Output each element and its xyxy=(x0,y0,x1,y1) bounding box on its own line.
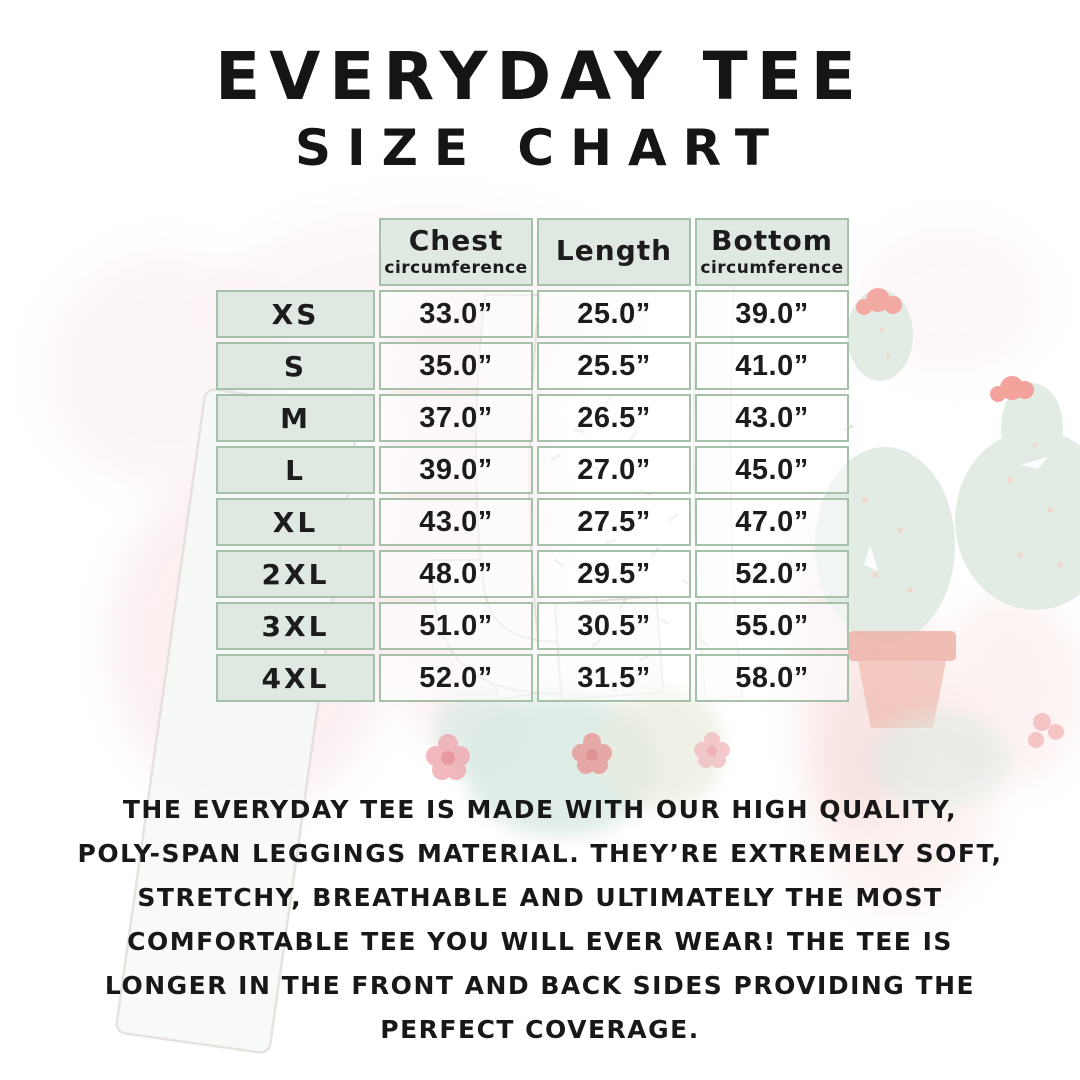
description-line: THE EVERYDAY TEE IS MADE WITH OUR HIGH Q… xyxy=(122,795,958,824)
page-title: EVERYDAY TEE xyxy=(215,38,865,115)
header-chest: Chest circumference xyxy=(379,218,533,286)
column-label: Chest xyxy=(408,224,504,258)
bottom-value: 43.0” xyxy=(695,394,849,442)
table-row: L 39.0” 27.0” 45.0” xyxy=(216,446,849,494)
description-line: PERFECT COVERAGE. xyxy=(380,1015,700,1044)
column-label: Bottom xyxy=(711,224,833,258)
pink-flower xyxy=(426,734,470,780)
size-label: 4XL xyxy=(216,654,375,702)
size-label: XS xyxy=(216,290,375,338)
chest-value: 35.0” xyxy=(379,342,533,390)
bottom-value: 45.0” xyxy=(695,446,849,494)
length-value: 31.5” xyxy=(537,654,691,702)
chest-value: 37.0” xyxy=(379,394,533,442)
length-value: 25.5” xyxy=(537,342,691,390)
table-row: M 37.0” 26.5” 43.0” xyxy=(216,394,849,442)
description-line: STRETCHY, BREATHABLE AND ULTIMATELY THE … xyxy=(137,883,943,912)
title-block: EVERYDAY TEE SIZE CHART xyxy=(0,38,1080,178)
chest-value: 51.0” xyxy=(379,602,533,650)
column-sublabel: circumference xyxy=(384,258,528,279)
bottom-value: 39.0” xyxy=(695,290,849,338)
table-row: 2XL 48.0” 29.5” 52.0” xyxy=(216,550,849,598)
length-value: 26.5” xyxy=(537,394,691,442)
pink-flower-small xyxy=(694,732,730,768)
bottom-right-petals xyxy=(1028,713,1064,748)
header-bottom: Bottom circumference xyxy=(695,218,849,286)
length-value: 29.5” xyxy=(537,550,691,598)
size-label: XL xyxy=(216,498,375,546)
page-subtitle: SIZE CHART xyxy=(294,119,786,178)
size-label: M xyxy=(216,394,375,442)
column-label: Length xyxy=(555,233,673,267)
cactus-flower-right xyxy=(990,376,1034,402)
chest-value: 33.0” xyxy=(379,290,533,338)
description-line: POLY-SPAN LEGGINGS MATERIAL. THEY’RE EXT… xyxy=(77,839,1003,868)
size-chart-table-body: XS 33.0” 25.0” 39.0” S 35.0” 25.5” 41.0” M 37.0” 2… xyxy=(216,290,849,702)
size-label: 2XL xyxy=(216,550,375,598)
chest-value: 52.0” xyxy=(379,654,533,702)
chest-value: 43.0” xyxy=(379,498,533,546)
size-label: L xyxy=(216,446,375,494)
cactus-pot xyxy=(848,631,956,728)
length-value: 25.0” xyxy=(537,290,691,338)
description-line: LONGER IN THE FRONT AND BACK SIDES PROVI… xyxy=(104,971,976,1000)
header-empty-cell xyxy=(216,218,375,286)
chest-value: 48.0” xyxy=(379,550,533,598)
column-sublabel: circumference xyxy=(700,258,844,279)
chest-value: 39.0” xyxy=(379,446,533,494)
header-row: Chest circumference Length Bottom circum… xyxy=(216,218,849,286)
size-label: S xyxy=(216,342,375,390)
cactus-illustration xyxy=(815,288,1080,728)
bottom-value: 58.0” xyxy=(695,654,849,702)
red-flower xyxy=(572,733,612,774)
table-row: 4XL 52.0” 31.5” 58.0” xyxy=(216,654,849,702)
size-chart: Chest circumference Length Bottom circum… xyxy=(212,214,853,706)
bottom-value: 47.0” xyxy=(695,498,849,546)
bottom-value: 55.0” xyxy=(695,602,849,650)
size-label: 3XL xyxy=(216,602,375,650)
table-row: XL 43.0” 27.5” 47.0” xyxy=(216,498,849,546)
length-value: 27.0” xyxy=(537,446,691,494)
bottom-value: 41.0” xyxy=(695,342,849,390)
size-chart-table: Chest circumference Length Bottom circum… xyxy=(212,214,853,706)
table-row: 3XL 51.0” 30.5” 55.0” xyxy=(216,602,849,650)
description-line: COMFORTABLE TEE YOU WILL EVER WEAR! THE … xyxy=(127,927,953,956)
bottom-value: 52.0” xyxy=(695,550,849,598)
table-row: XS 33.0” 25.0” 39.0” xyxy=(216,290,849,338)
description-text: THE EVERYDAY TEE IS MADE WITH OUR HIGH Q… xyxy=(0,788,1080,1052)
table-row: S 35.0” 25.5” 41.0” xyxy=(216,342,849,390)
header-length: Length xyxy=(537,218,691,286)
length-value: 27.5” xyxy=(537,498,691,546)
length-value: 30.5” xyxy=(537,602,691,650)
cactus-flower-left xyxy=(856,288,902,315)
